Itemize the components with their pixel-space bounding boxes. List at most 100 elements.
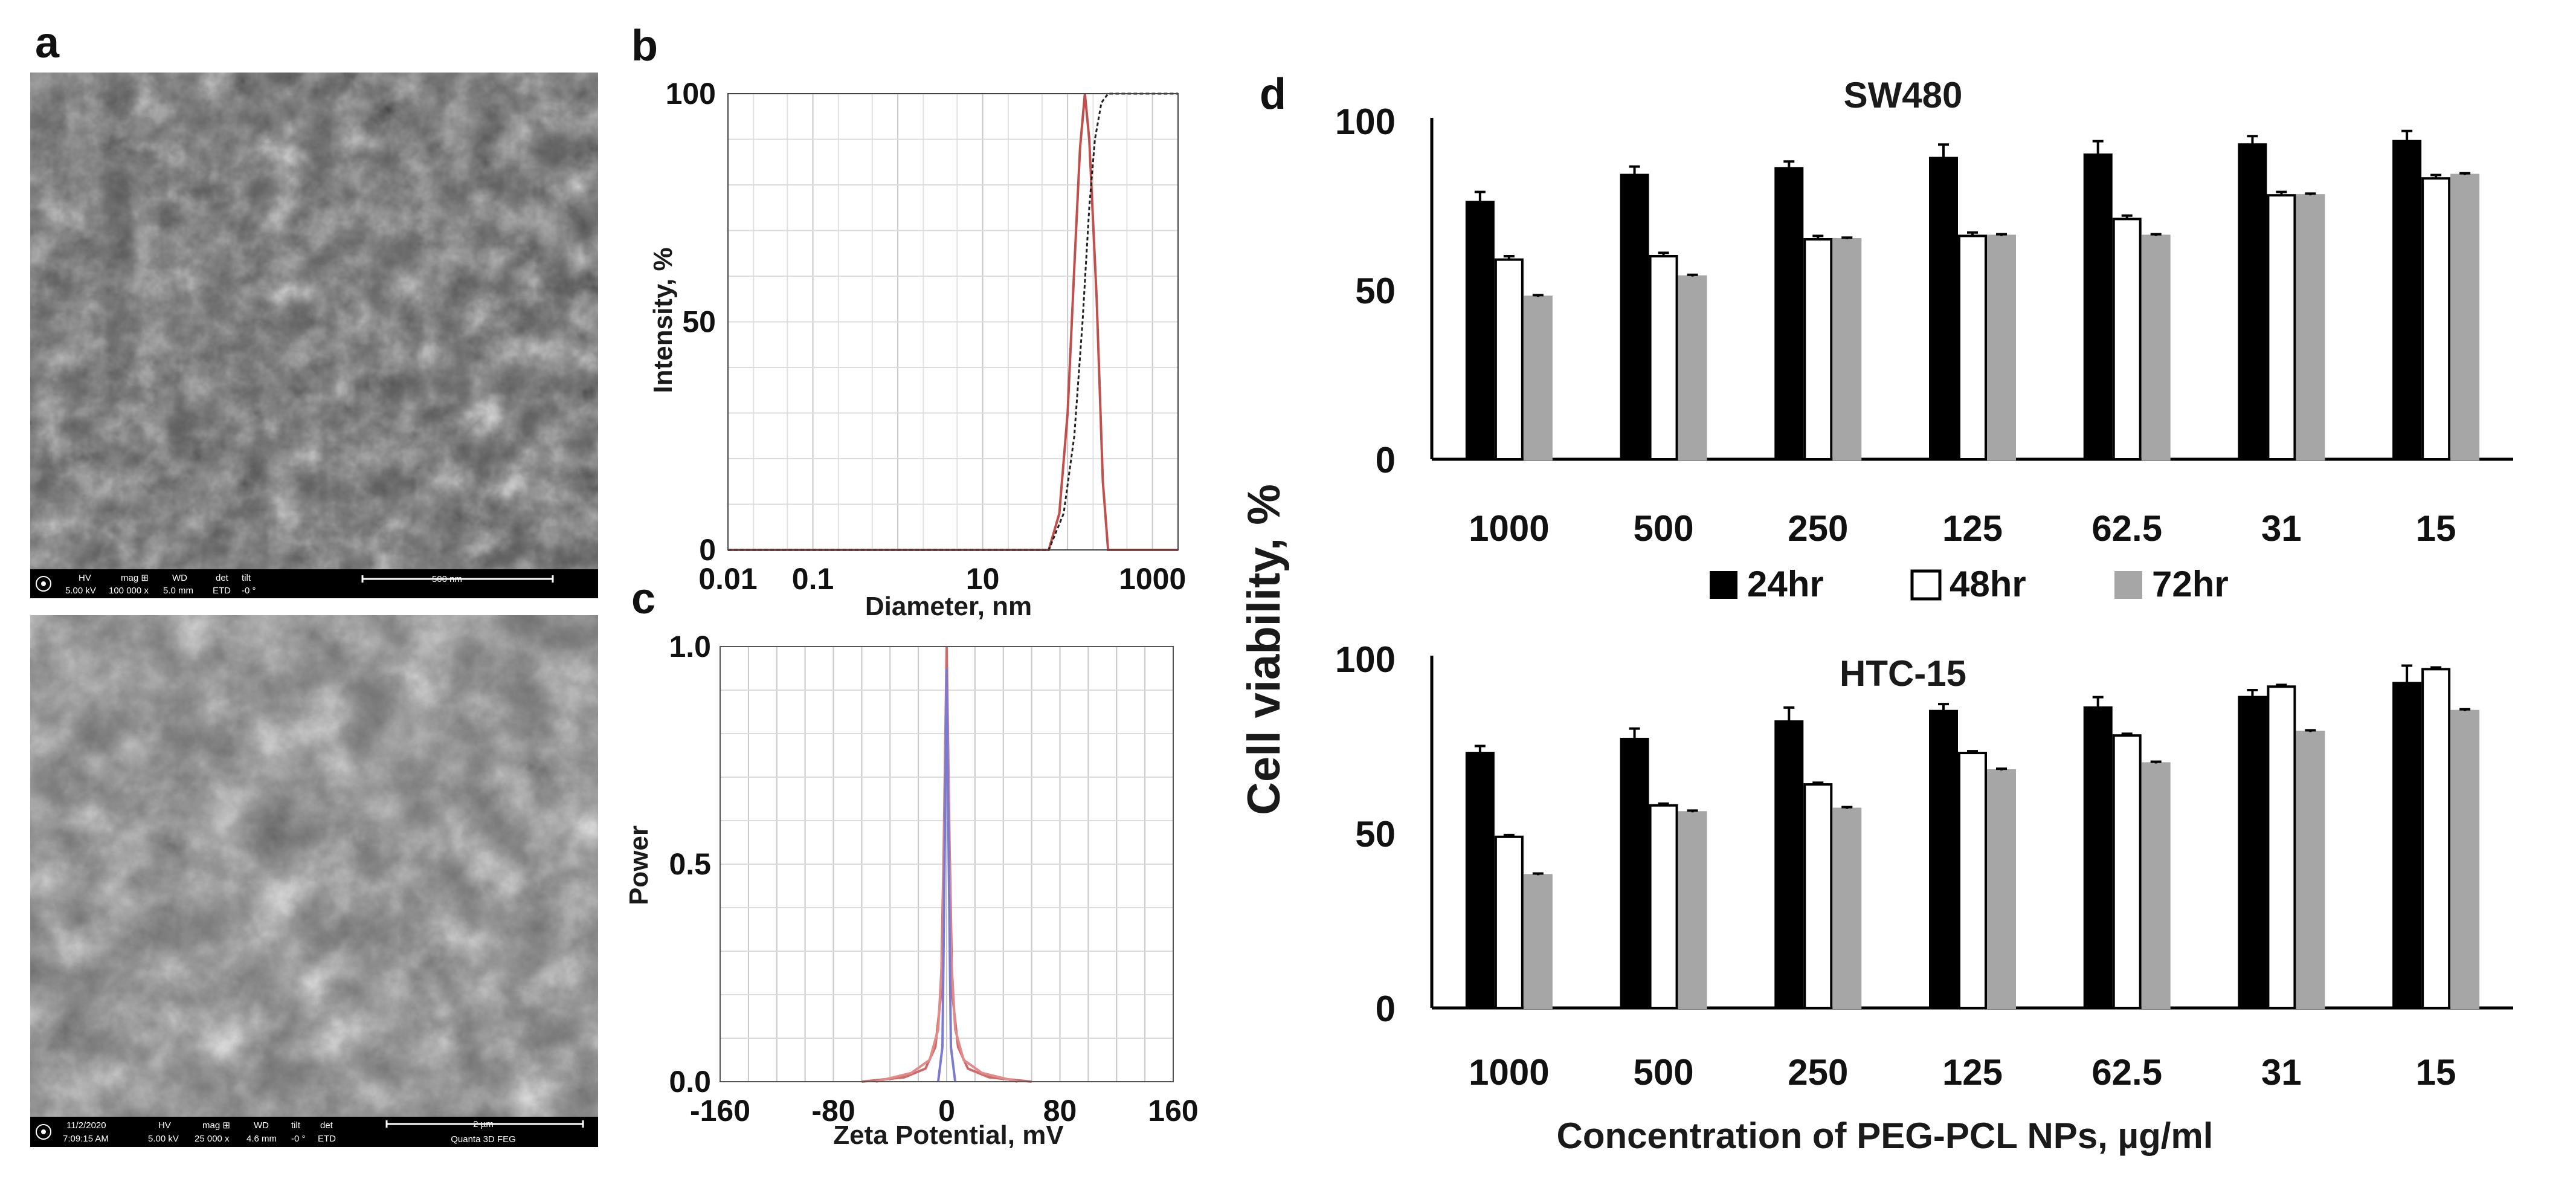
sem-databar-top	[30, 569, 598, 598]
sem-wd-label: WD	[254, 1120, 269, 1131]
x-tick-250: 250	[1788, 1052, 1848, 1093]
concentration-label: Concentration of PEG-PCL NPs, µg/ml	[1557, 1116, 2214, 1156]
bar-24hr-15	[2392, 682, 2422, 1009]
sem-scale-label-top: 500 nm	[432, 574, 462, 584]
bar-24hr-250	[1774, 720, 1804, 1010]
bar-72hr-31	[2296, 731, 2325, 1009]
sem-image-bottom: 11/2/2020 7:09:15 AM HV 5.00 kV mag ⊞ 25…	[30, 615, 598, 1147]
d1-title: SW480	[1844, 75, 1963, 115]
bar-48hr-15	[2421, 177, 2451, 460]
b-y-axis-label: Intensity, %	[648, 247, 678, 393]
sem-hv-value: 5.00 kV	[65, 586, 96, 596]
y-tick: 50	[1355, 271, 1396, 311]
b-y-tick: 100	[666, 77, 716, 111]
sem-tilt-value: -0 °	[242, 586, 256, 596]
c-y-tick: 1.0	[669, 630, 711, 664]
bar-24hr-31	[2238, 143, 2267, 460]
sem-logo-icon	[36, 576, 51, 592]
sem-instrument: Quanta 3D FEG	[451, 1134, 516, 1145]
sem-mag-value: 25 000 x	[195, 1134, 230, 1144]
x-tick-1000: 1000	[1469, 508, 1549, 549]
bar-72hr-500	[1678, 275, 1707, 460]
c-gridlines	[720, 646, 1173, 1082]
sem-databar-bottom	[30, 1117, 598, 1147]
bar-72hr-1000	[1523, 874, 1553, 1009]
bar-72hr-250	[1832, 238, 1862, 460]
d2-title: HTC-15	[1840, 653, 1966, 694]
bar-72hr-125	[1987, 234, 2016, 460]
x-tick-250: 250	[1788, 508, 1848, 549]
sem-det-value: ETD	[318, 1134, 336, 1144]
x-tick-62.5: 62.5	[2091, 1052, 2162, 1093]
panel-label-d: d	[1260, 70, 1286, 118]
bar-24hr-1000	[1465, 201, 1495, 460]
sem-det-value: ETD	[213, 586, 231, 596]
sem-det-label: det	[216, 573, 229, 583]
cell-viability-label: Cell viability, %	[1238, 484, 1290, 815]
sem-hv-label: HV	[79, 573, 91, 583]
bar-72hr-1000	[1523, 296, 1553, 460]
y-tick: 100	[1335, 639, 1396, 680]
sem-tilt-label: tilt	[242, 573, 251, 583]
x-tick-15: 15	[2416, 1052, 2456, 1093]
bar-24hr-250	[1774, 167, 1804, 460]
bar-72hr-15	[2450, 709, 2480, 1009]
panel-label-c: c	[631, 575, 655, 623]
legend-swatch-24hr	[1710, 571, 1737, 599]
bar-48hr-15	[2421, 668, 2451, 1009]
b-y-tick: 0	[699, 533, 716, 567]
panel-label-a: a	[35, 19, 60, 67]
bar-24hr-500	[1620, 173, 1649, 460]
bar-24hr-1000	[1465, 752, 1495, 1010]
bar-72hr-31	[2296, 194, 2325, 460]
b-y-tick: 50	[682, 305, 716, 339]
sem-mag-label: mag ⊞	[202, 1120, 230, 1131]
bar-48hr-250	[1803, 783, 1833, 1009]
bar-24hr-62.5	[2083, 153, 2113, 460]
x-tick-125: 125	[1942, 508, 2003, 549]
bar-48hr-31	[2267, 194, 2296, 460]
x-tick-31: 31	[2261, 508, 2302, 549]
b-x-axis-label: Diameter, nm	[865, 592, 1032, 621]
bar-48hr-62.5	[2112, 218, 2142, 460]
sem-image-top: HV 5.00 kV mag ⊞ 100 000 x WD 5.0 mm det…	[30, 73, 598, 598]
legend-swatch-72hr	[2114, 571, 2142, 599]
legend-swatch-48hr	[1910, 569, 1942, 601]
y-tick: 100	[1335, 102, 1396, 142]
sw480-viability-chart: SW480 1000 500 250 125 62.5 31 15 0 50 100	[1335, 75, 2513, 549]
bar-48hr-31	[2267, 685, 2296, 1009]
x-tick-1000: 1000	[1469, 1052, 1549, 1093]
bar-48hr-500	[1649, 804, 1678, 1009]
bar-72hr-15	[2450, 173, 2480, 460]
x-tick-125: 125	[1942, 1052, 2003, 1093]
bar-48hr-250	[1803, 238, 1833, 460]
sem-det-label: det	[320, 1120, 333, 1131]
b-series-distribution	[728, 93, 1178, 551]
size-distribution-chart: 0.01 0.1 10 1000 0 50 100 Diameter, nm Intensi…	[648, 77, 1186, 621]
sem-scale-label-bottom: 2 µm	[473, 1119, 494, 1129]
sem-wd-label: WD	[172, 573, 187, 583]
c-x-axis-label: Zeta Potential, mV	[833, 1120, 1064, 1150]
b-x-tick: 1000	[1119, 562, 1186, 596]
y-tick: 0	[1376, 440, 1396, 480]
bar-48hr-500	[1649, 255, 1678, 460]
panel-label-b: b	[631, 22, 658, 70]
b-gridlines	[728, 94, 1178, 550]
sem-time: 7:09:15 AM	[63, 1134, 109, 1144]
sem-date: 11/2/2020	[66, 1120, 106, 1131]
sem-wd-value: 4.6 mm	[246, 1134, 277, 1144]
c-x-tick: -80	[811, 1094, 855, 1128]
sem-logo-icon	[36, 1124, 51, 1140]
c-x-tick: 160	[1148, 1094, 1198, 1128]
c-x-tick: 80	[1043, 1094, 1077, 1128]
bar-24hr-31	[2238, 696, 2267, 1009]
htc15-viability-chart: HTC-15 1000 500 250 125 62.5 31 15 0 50 100	[1335, 639, 2513, 1093]
x-tick-15: 15	[2416, 508, 2456, 549]
sem-tilt-label: tilt	[291, 1120, 301, 1131]
sem-hv-value: 5.00 kV	[148, 1134, 179, 1144]
c-series-line	[936, 668, 957, 1082]
c-y-tick: 0.0	[669, 1065, 711, 1099]
bar-48hr-62.5	[2112, 734, 2142, 1010]
